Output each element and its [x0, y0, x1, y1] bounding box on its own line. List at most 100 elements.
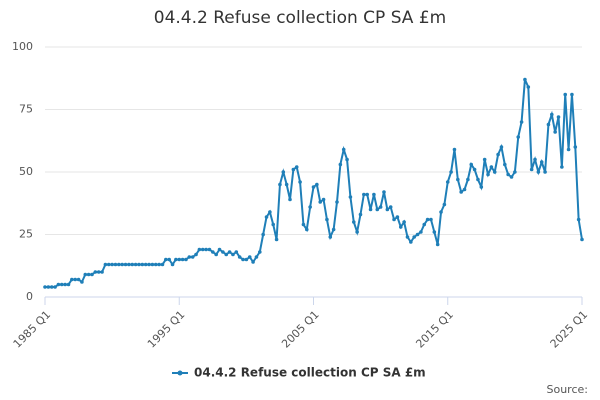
point [224, 252, 229, 257]
point [251, 260, 255, 264]
point [194, 252, 198, 257]
point [415, 232, 420, 237]
point [184, 257, 188, 262]
point [150, 262, 155, 267]
point [503, 162, 507, 167]
point [120, 262, 124, 267]
point [539, 160, 544, 164]
point [445, 180, 450, 184]
point [147, 262, 151, 267]
point [271, 222, 276, 227]
point [543, 170, 547, 174]
legend-label: 04.4.2 Refuse collection CP SA £m [194, 366, 426, 380]
point [368, 207, 373, 212]
x-tick-label: 2015 Q1 [413, 308, 456, 351]
point [462, 187, 467, 192]
point [422, 222, 427, 227]
point [523, 77, 527, 82]
point [298, 180, 302, 184]
point [328, 235, 333, 239]
point [291, 167, 296, 172]
point [516, 135, 521, 139]
point [207, 247, 212, 252]
point [459, 190, 463, 194]
point [325, 217, 329, 222]
point [177, 257, 182, 262]
point [482, 157, 487, 162]
point [59, 282, 64, 287]
x-tick-label: 1995 Q1 [145, 308, 188, 351]
point [489, 165, 494, 169]
point [546, 122, 551, 127]
point [76, 277, 81, 282]
point [70, 277, 74, 282]
point [247, 255, 252, 259]
point [221, 250, 225, 254]
point [338, 162, 343, 167]
point [392, 217, 396, 222]
point [573, 145, 578, 149]
y-tick-label: 0 [26, 290, 33, 303]
point [432, 230, 437, 234]
point [506, 172, 510, 177]
point [496, 152, 500, 157]
point [576, 217, 581, 222]
point [160, 262, 165, 267]
point [378, 205, 383, 209]
point [258, 250, 262, 254]
point [395, 215, 400, 219]
point [211, 250, 215, 254]
point [382, 190, 386, 194]
point [90, 272, 94, 277]
y-tick-label: 100 [12, 40, 33, 53]
point [412, 235, 416, 239]
point [241, 257, 245, 262]
point [288, 197, 292, 202]
point [130, 262, 135, 267]
point [358, 212, 363, 217]
point [227, 250, 232, 254]
point [103, 262, 108, 267]
point [86, 272, 91, 277]
y-tick-label: 25 [19, 228, 33, 241]
point [348, 195, 353, 199]
point [187, 255, 192, 259]
legend-marker [177, 370, 183, 376]
point [469, 162, 474, 167]
point [167, 257, 171, 262]
point [479, 185, 484, 189]
point [372, 192, 376, 197]
point [331, 227, 336, 232]
point [435, 242, 440, 247]
point [237, 255, 242, 259]
point [556, 115, 561, 119]
point [96, 270, 101, 274]
y-tick-label: 75 [19, 103, 33, 116]
point [452, 147, 457, 152]
point [244, 257, 249, 262]
point [164, 257, 168, 262]
chart-title: 04.4.2 Refuse collection CP SA £m [154, 8, 446, 28]
point [405, 235, 410, 239]
point [563, 92, 568, 97]
point [133, 262, 138, 267]
point [127, 262, 131, 267]
x-tick-label: 1985 Q1 [11, 308, 54, 351]
point [570, 92, 574, 97]
point [278, 182, 282, 187]
point [43, 285, 47, 289]
point [519, 120, 524, 124]
point [66, 282, 71, 287]
point [274, 237, 279, 242]
point [553, 130, 557, 134]
point [174, 257, 178, 262]
point [56, 282, 61, 287]
point [398, 225, 403, 229]
point [365, 192, 370, 197]
point [409, 240, 413, 244]
source: Source: [547, 383, 589, 396]
point [419, 230, 423, 234]
point [100, 270, 104, 274]
point [123, 262, 128, 267]
